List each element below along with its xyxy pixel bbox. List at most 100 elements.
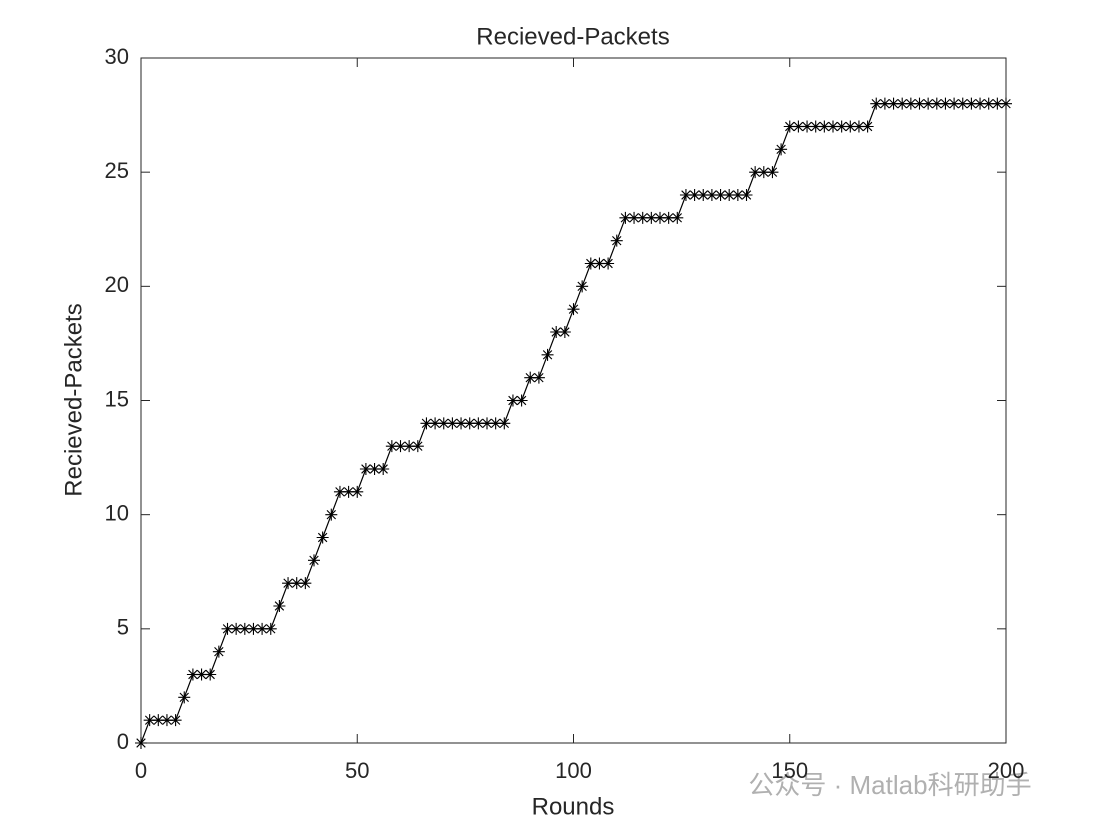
asterisk-marker bbox=[178, 691, 191, 704]
asterisk-marker bbox=[273, 600, 286, 612]
y-tick-label: 15 bbox=[105, 386, 129, 411]
asterisk-marker bbox=[247, 622, 260, 635]
asterisk-marker bbox=[679, 189, 692, 201]
asterisk-marker bbox=[437, 417, 450, 430]
asterisk-marker bbox=[264, 622, 277, 635]
asterisk-marker bbox=[818, 120, 831, 133]
asterisk-marker bbox=[446, 417, 459, 430]
asterisk-marker bbox=[965, 97, 978, 110]
asterisk-marker bbox=[757, 166, 770, 179]
asterisk-marker bbox=[212, 645, 225, 658]
asterisk-marker bbox=[775, 143, 788, 156]
x-tick-label: 200 bbox=[988, 758, 1025, 783]
asterisk-marker bbox=[325, 508, 338, 521]
asterisk-marker bbox=[230, 622, 243, 635]
asterisk-marker bbox=[870, 97, 883, 110]
asterisk-marker bbox=[481, 417, 493, 430]
chart-title: Recieved-Packets bbox=[476, 23, 669, 50]
asterisk-marker bbox=[195, 668, 208, 681]
asterisk-marker bbox=[740, 189, 753, 201]
asterisk-marker bbox=[169, 714, 182, 727]
asterisk-marker bbox=[186, 668, 199, 681]
asterisk-marker bbox=[489, 417, 502, 430]
x-tick-label: 150 bbox=[771, 758, 808, 783]
asterisk-marker bbox=[550, 326, 563, 338]
x-axis-label: Rounds bbox=[532, 793, 615, 820]
asterisk-marker bbox=[515, 394, 528, 407]
asterisk-marker bbox=[368, 463, 381, 475]
x-tick-label: 100 bbox=[555, 758, 592, 783]
asterisk-marker bbox=[238, 622, 251, 635]
asterisk-marker bbox=[645, 211, 658, 224]
y-tick-label: 20 bbox=[105, 272, 129, 297]
asterisk-marker bbox=[783, 120, 796, 133]
asterisk-marker bbox=[723, 189, 736, 201]
asterisk-marker bbox=[827, 120, 839, 133]
asterisk-marker bbox=[956, 97, 969, 110]
asterisk-marker bbox=[801, 120, 814, 133]
asterisk-marker bbox=[567, 303, 580, 316]
asterisk-marker bbox=[749, 166, 762, 179]
asterisk-marker bbox=[342, 485, 355, 498]
asterisk-marker bbox=[290, 577, 303, 590]
y-tick-label: 30 bbox=[105, 44, 129, 69]
asterisk-marker bbox=[887, 97, 900, 110]
y-tick-label: 5 bbox=[117, 615, 129, 640]
asterisk-marker bbox=[472, 417, 485, 430]
asterisk-marker bbox=[844, 120, 857, 133]
asterisk-marker bbox=[420, 417, 433, 430]
asterisk-marker bbox=[541, 348, 554, 361]
asterisk-marker bbox=[731, 189, 744, 201]
asterisk-marker bbox=[377, 463, 390, 475]
asterisk-marker bbox=[506, 394, 519, 407]
asterisk-marker bbox=[1000, 97, 1012, 110]
asterisk-marker bbox=[498, 417, 511, 430]
asterisk-marker bbox=[333, 485, 346, 498]
asterisk-marker bbox=[948, 97, 961, 110]
asterisk-marker bbox=[394, 440, 407, 453]
asterisk-marker bbox=[359, 463, 372, 475]
asterisk-marker bbox=[636, 211, 649, 224]
asterisk-marker bbox=[913, 97, 926, 110]
asterisk-marker bbox=[602, 257, 615, 270]
asterisk-marker bbox=[593, 257, 606, 270]
asterisk-marker bbox=[351, 485, 364, 498]
asterisk-marker bbox=[135, 737, 147, 749]
asterisk-marker bbox=[922, 97, 935, 110]
asterisk-marker bbox=[852, 120, 865, 133]
asterisk-marker bbox=[576, 280, 589, 293]
asterisk-marker bbox=[714, 189, 727, 201]
asterisk-marker bbox=[619, 211, 632, 224]
asterisk-marker bbox=[299, 577, 312, 590]
asterisk-marker bbox=[558, 326, 571, 338]
asterisk-marker bbox=[982, 97, 995, 110]
asterisk-marker bbox=[429, 417, 442, 430]
asterisk-marker bbox=[308, 554, 320, 567]
asterisk-marker bbox=[809, 120, 822, 133]
asterisk-marker bbox=[861, 120, 874, 133]
asterisk-marker bbox=[610, 234, 623, 247]
asterisk-marker bbox=[256, 622, 269, 635]
x-tick-label: 0 bbox=[135, 758, 147, 783]
asterisk-marker bbox=[974, 97, 987, 110]
asterisk-marker bbox=[385, 440, 398, 453]
y-axis-label: Recieved-Packets bbox=[60, 303, 87, 496]
asterisk-marker bbox=[403, 440, 416, 453]
asterisk-marker bbox=[705, 189, 718, 201]
asterisk-marker bbox=[152, 714, 165, 727]
asterisk-marker bbox=[463, 417, 476, 430]
asterisk-marker bbox=[204, 668, 217, 681]
asterisk-marker bbox=[411, 440, 424, 453]
asterisk-marker bbox=[766, 166, 779, 179]
asterisk-marker bbox=[143, 714, 156, 727]
asterisk-marker bbox=[584, 257, 597, 270]
asterisk-marker bbox=[662, 211, 675, 224]
asterisk-marker bbox=[939, 97, 952, 110]
asterisk-marker bbox=[930, 97, 943, 110]
asterisk-marker bbox=[904, 97, 917, 110]
y-tick-label: 10 bbox=[105, 500, 129, 525]
asterisk-marker bbox=[896, 97, 909, 110]
